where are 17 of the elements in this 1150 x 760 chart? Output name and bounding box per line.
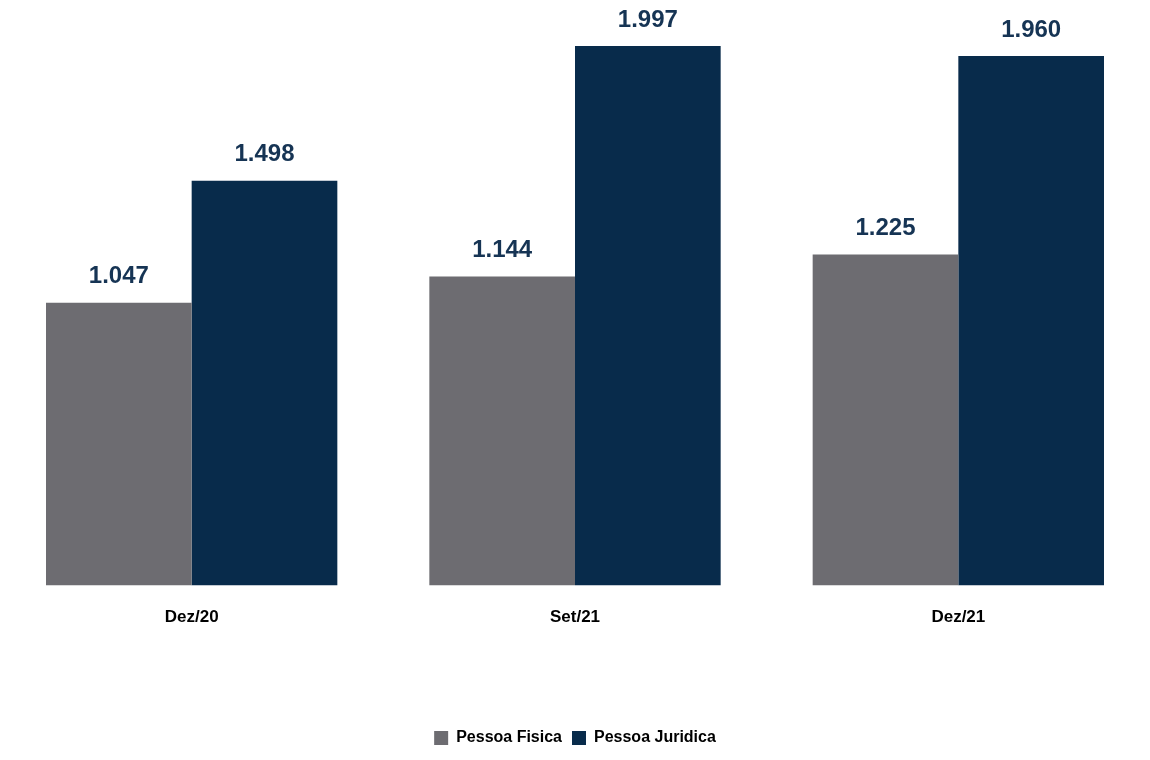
bar (958, 56, 1104, 586)
data-label: 1.498 (234, 139, 295, 167)
legend-label: Pessoa Fisica (456, 728, 563, 746)
data-label: 1.144 (472, 235, 533, 263)
bar (429, 276, 575, 586)
x-tick-label: Set/21 (549, 607, 601, 627)
data-label: 1.225 (855, 213, 916, 241)
data-label: 1.960 (1001, 14, 1062, 42)
x-tick-label: Dez/20 (164, 607, 219, 627)
data-label: 1.047 (88, 261, 149, 289)
x-tick-label: Dez/21 (931, 607, 986, 627)
bar (575, 46, 721, 586)
bar (812, 254, 959, 586)
bar (46, 302, 192, 586)
bar (191, 180, 338, 586)
legend-label: Pessoa Juridica (594, 728, 716, 746)
data-label: 1.997 (617, 4, 678, 32)
